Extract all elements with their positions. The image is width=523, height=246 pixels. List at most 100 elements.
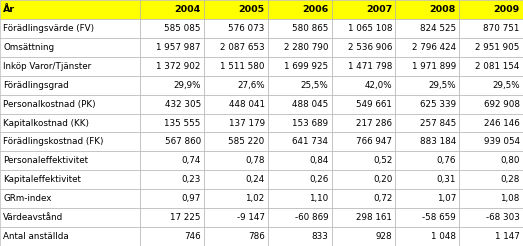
Bar <box>332 151 395 170</box>
Text: 1,10: 1,10 <box>309 194 328 203</box>
Text: 246 146: 246 146 <box>484 119 520 127</box>
Text: 1 065 108: 1 065 108 <box>348 24 392 33</box>
Bar <box>459 19 523 38</box>
Bar <box>332 114 395 132</box>
Bar <box>204 189 268 208</box>
Bar <box>0 132 140 151</box>
Bar <box>395 95 459 114</box>
Text: 1,08: 1,08 <box>501 194 520 203</box>
Text: 1 048: 1 048 <box>431 232 456 241</box>
Text: -68 303: -68 303 <box>486 213 520 222</box>
Bar <box>140 151 204 170</box>
Bar <box>204 76 268 95</box>
Text: 2 951 905: 2 951 905 <box>475 43 520 52</box>
Bar <box>268 57 332 76</box>
Bar <box>395 57 459 76</box>
Text: 488 045: 488 045 <box>292 100 328 108</box>
Bar <box>140 19 204 38</box>
Text: 2007: 2007 <box>366 5 392 14</box>
Bar <box>140 0 204 19</box>
Text: Antal anställda: Antal anställda <box>3 232 69 241</box>
Bar <box>395 170 459 189</box>
Text: 0,72: 0,72 <box>373 194 392 203</box>
Bar <box>332 208 395 227</box>
Bar <box>395 114 459 132</box>
Text: 939 054: 939 054 <box>484 138 520 146</box>
Text: 29,5%: 29,5% <box>428 81 456 90</box>
Bar <box>140 114 204 132</box>
Bar <box>204 95 268 114</box>
Text: 576 073: 576 073 <box>228 24 265 33</box>
Text: 29,9%: 29,9% <box>173 81 201 90</box>
Text: 27,6%: 27,6% <box>237 81 265 90</box>
Text: Värdeavstånd: Värdeavstånd <box>3 213 63 222</box>
Bar <box>268 170 332 189</box>
Text: 0,80: 0,80 <box>501 156 520 165</box>
Text: 1,07: 1,07 <box>437 194 456 203</box>
Text: 0,84: 0,84 <box>309 156 328 165</box>
Bar <box>0 19 140 38</box>
Bar <box>459 114 523 132</box>
Text: 2 796 424: 2 796 424 <box>412 43 456 52</box>
Bar <box>395 0 459 19</box>
Bar <box>459 227 523 246</box>
Text: 448 041: 448 041 <box>229 100 265 108</box>
Text: 746: 746 <box>184 232 201 241</box>
Bar <box>204 19 268 38</box>
Bar <box>459 57 523 76</box>
Text: 928: 928 <box>376 232 392 241</box>
Bar <box>395 19 459 38</box>
Text: 42,0%: 42,0% <box>365 81 392 90</box>
Bar <box>459 170 523 189</box>
Bar <box>459 0 523 19</box>
Bar <box>268 19 332 38</box>
Text: 1 971 899: 1 971 899 <box>412 62 456 71</box>
Bar <box>0 189 140 208</box>
Text: 2006: 2006 <box>302 5 328 14</box>
Bar <box>204 208 268 227</box>
Bar <box>204 170 268 189</box>
Bar <box>140 57 204 76</box>
Text: 824 525: 824 525 <box>420 24 456 33</box>
Bar <box>204 151 268 170</box>
Text: GRm-index: GRm-index <box>3 194 51 203</box>
Text: 2009: 2009 <box>494 5 520 14</box>
Text: 2 087 653: 2 087 653 <box>220 43 265 52</box>
Bar <box>140 170 204 189</box>
Text: 2 536 906: 2 536 906 <box>348 43 392 52</box>
Text: 870 751: 870 751 <box>483 24 520 33</box>
Text: 135 555: 135 555 <box>164 119 201 127</box>
Bar <box>332 132 395 151</box>
Bar <box>459 132 523 151</box>
Text: 0,52: 0,52 <box>373 156 392 165</box>
Bar <box>268 38 332 57</box>
Bar <box>204 227 268 246</box>
Text: 0,31: 0,31 <box>437 175 456 184</box>
Bar <box>0 57 140 76</box>
Text: 25,5%: 25,5% <box>301 81 328 90</box>
Text: Personaleffektivitet: Personaleffektivitet <box>3 156 88 165</box>
Text: 2 081 154: 2 081 154 <box>475 62 520 71</box>
Text: 0,20: 0,20 <box>373 175 392 184</box>
Text: 1 699 925: 1 699 925 <box>285 62 328 71</box>
Bar <box>0 208 140 227</box>
Bar <box>204 57 268 76</box>
Bar <box>268 76 332 95</box>
Bar <box>140 189 204 208</box>
Text: 17 225: 17 225 <box>170 213 201 222</box>
Text: 1 147: 1 147 <box>495 232 520 241</box>
Text: 585 085: 585 085 <box>164 24 201 33</box>
Bar <box>0 0 140 19</box>
Text: 2005: 2005 <box>238 5 265 14</box>
Bar <box>332 57 395 76</box>
Bar <box>204 132 268 151</box>
Text: 766 947: 766 947 <box>356 138 392 146</box>
Bar <box>332 38 395 57</box>
Bar <box>0 227 140 246</box>
Bar <box>332 0 395 19</box>
Text: Förädlingsgrad: Förädlingsgrad <box>3 81 69 90</box>
Bar <box>140 76 204 95</box>
Bar <box>204 0 268 19</box>
Bar <box>268 132 332 151</box>
Text: 567 860: 567 860 <box>165 138 201 146</box>
